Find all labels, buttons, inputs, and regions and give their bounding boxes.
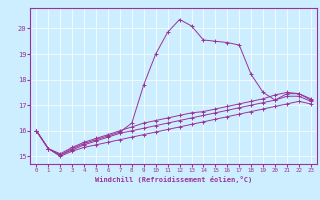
- X-axis label: Windchill (Refroidissement éolien,°C): Windchill (Refroidissement éolien,°C): [95, 176, 252, 183]
